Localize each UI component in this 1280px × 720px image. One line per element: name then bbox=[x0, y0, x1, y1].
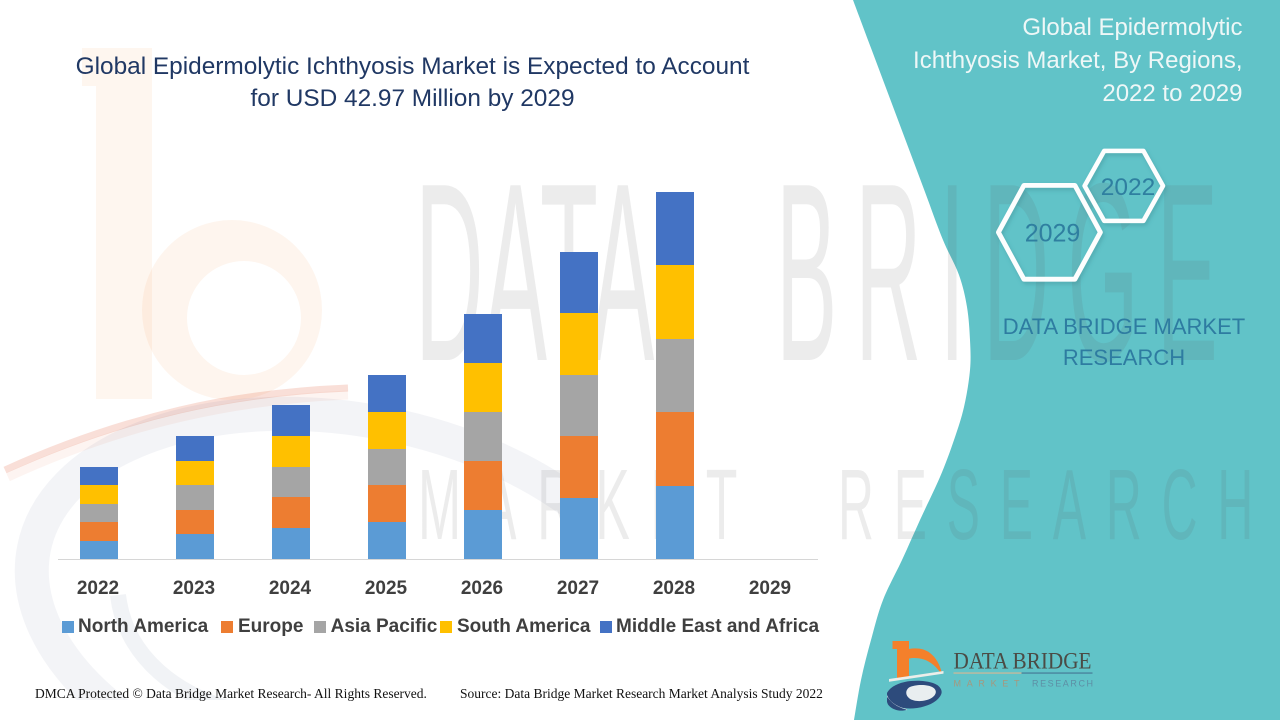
svg-text:RESEARCH: RESEARCH bbox=[1032, 679, 1093, 689]
svg-text:MARKET: MARKET bbox=[954, 679, 1021, 689]
svg-text:2022: 2022 bbox=[1101, 174, 1156, 201]
svg-text:2029: 2029 bbox=[1025, 220, 1081, 248]
svg-text:DATA BRIDGE: DATA BRIDGE bbox=[954, 649, 1092, 674]
